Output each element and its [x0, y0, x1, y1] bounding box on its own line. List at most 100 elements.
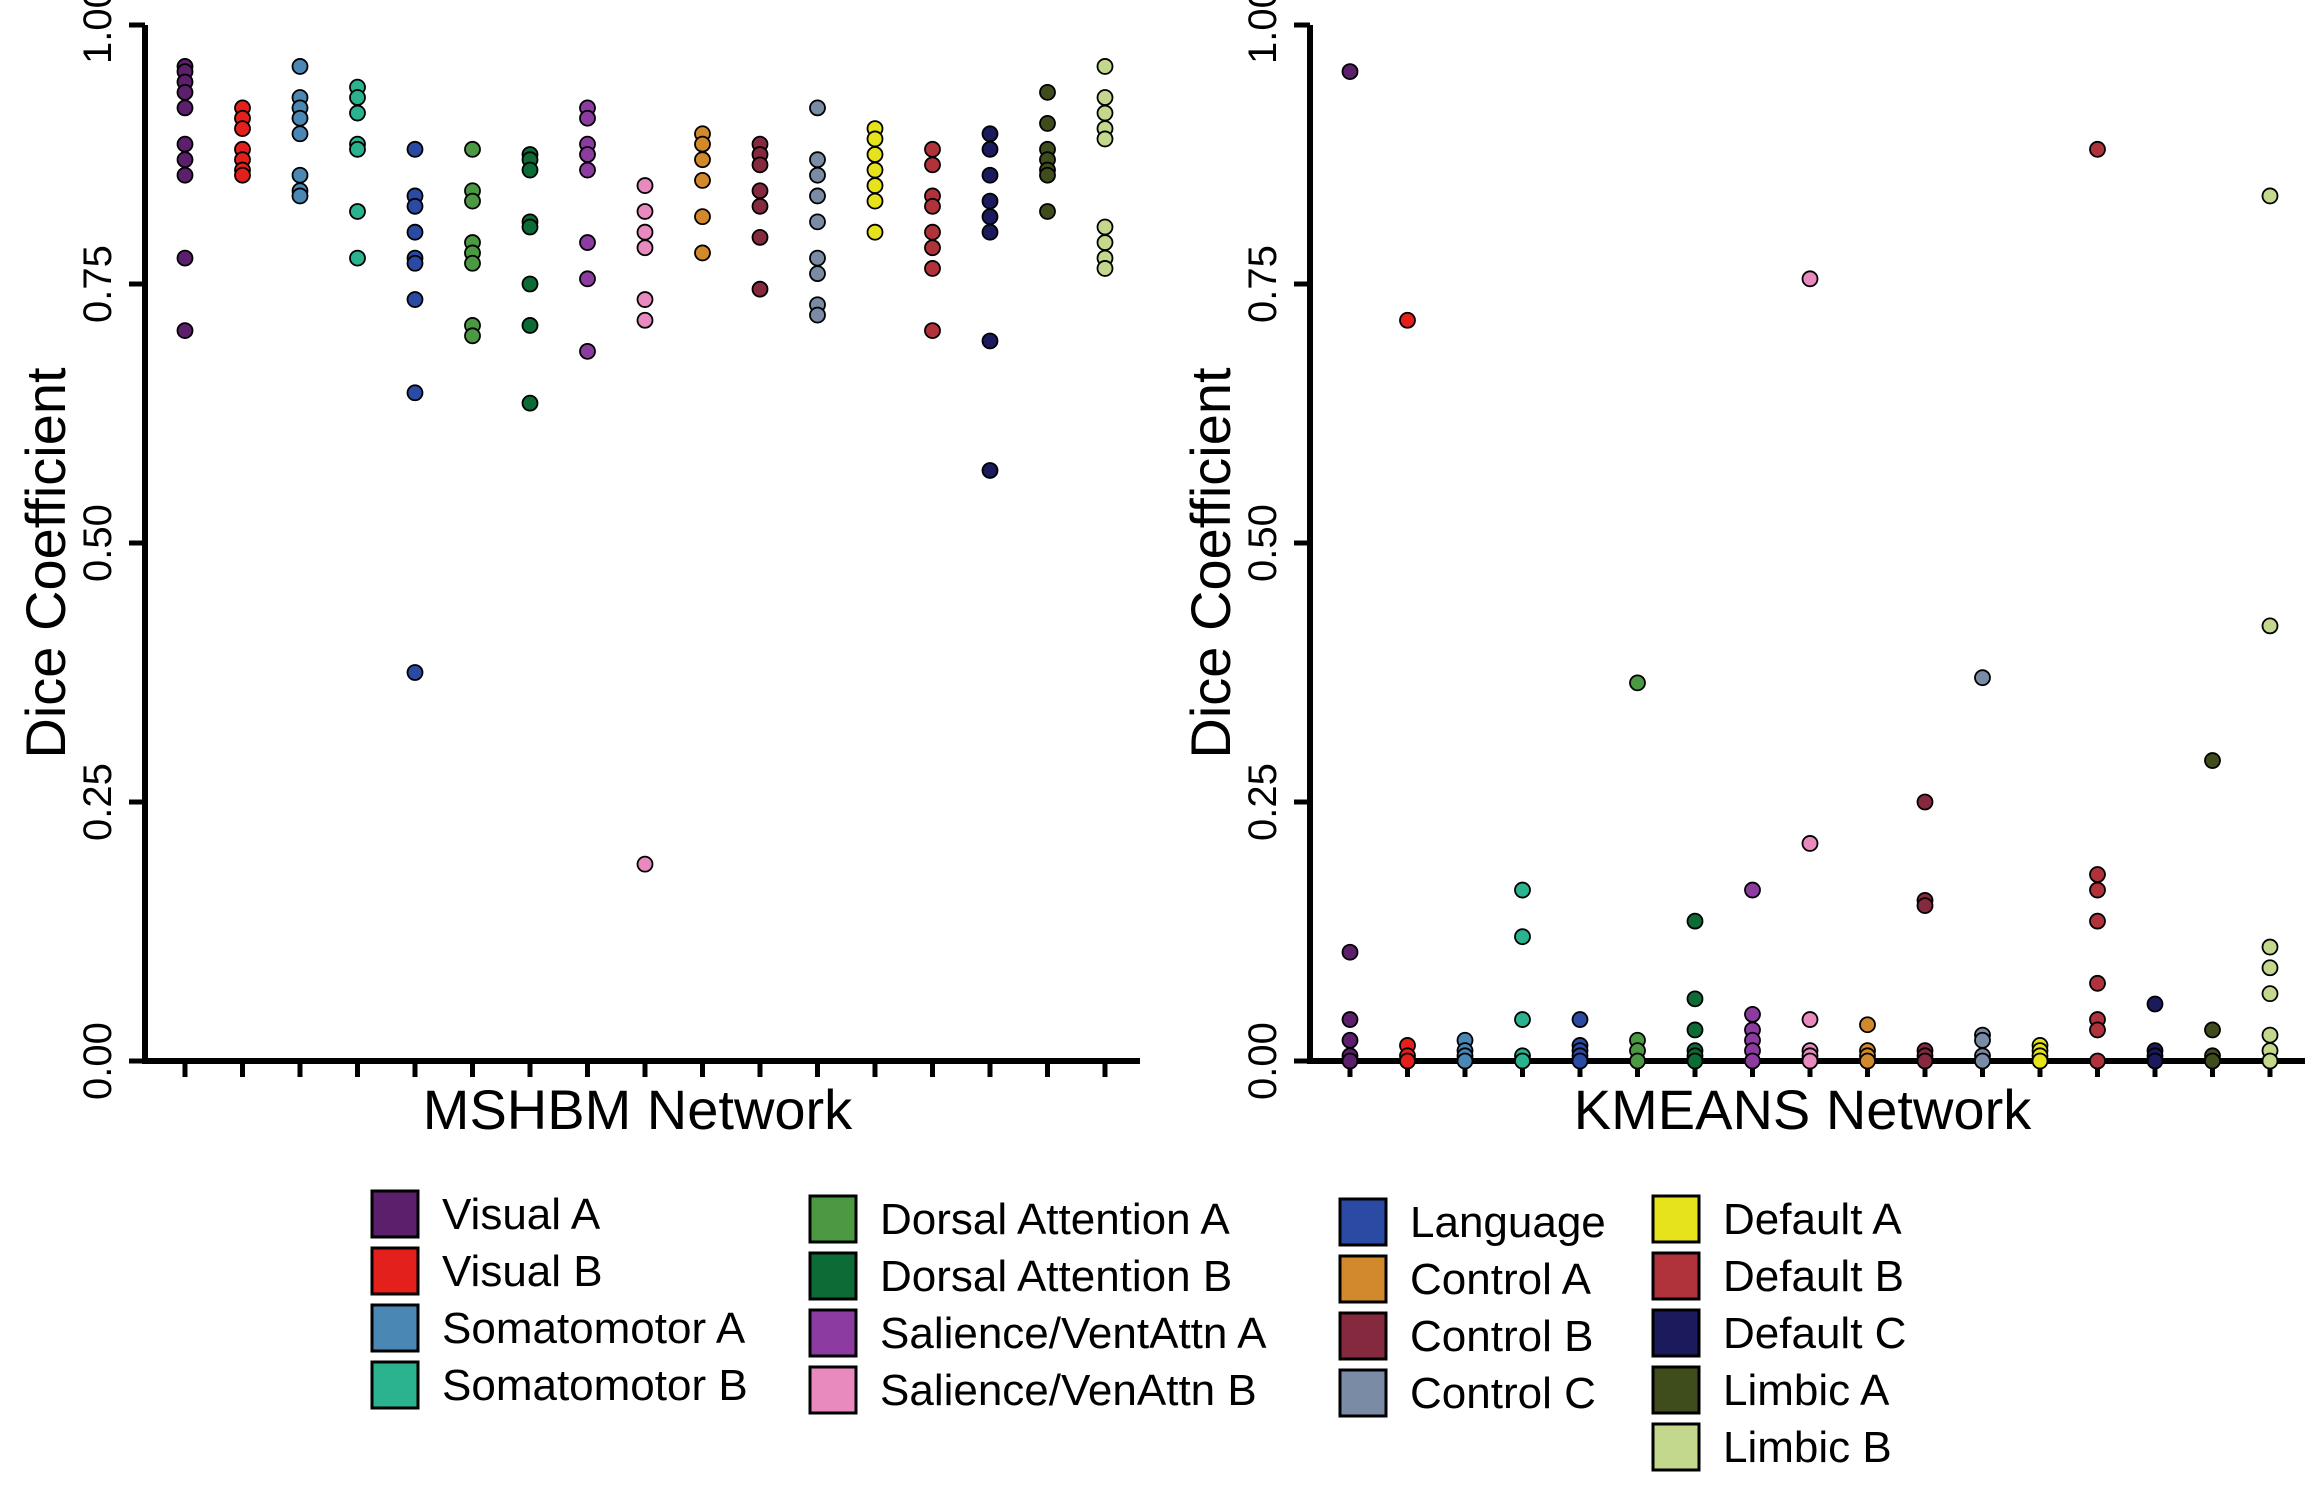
- legend-label: Somatomotor A: [442, 1304, 746, 1353]
- mshbm-point: [694, 208, 711, 226]
- mshbm-point: [291, 187, 309, 205]
- legend-swatch: [1651, 1365, 1701, 1415]
- kmeans-point: [1974, 669, 1991, 687]
- mshbm-point: [866, 223, 884, 241]
- legend-label: Dorsal Attention B: [880, 1252, 1232, 1301]
- kmeans-y-tick-label: 0.50: [1241, 504, 1285, 582]
- kmeans-point: [2089, 140, 2106, 158]
- mshbm-point: [579, 146, 596, 163]
- mshbm-point: [809, 265, 826, 283]
- mshbm-point: [176, 322, 194, 340]
- mshbm-point: [349, 104, 366, 122]
- mshbm-point: [866, 130, 884, 148]
- mshbm-point: [636, 311, 654, 329]
- legend-swatch: [808, 1365, 858, 1415]
- legend-swatch: [370, 1246, 420, 1296]
- mshbm-point: [234, 166, 251, 184]
- kmeans-point: [2089, 881, 2106, 899]
- mshbm-point: [636, 239, 654, 257]
- mshbm-point: [636, 291, 654, 308]
- mshbm-y-axis-title: Dice Coefficient: [14, 367, 77, 759]
- mshbm-point: [751, 280, 769, 298]
- kmeans-y-tick-label: 0.25: [1241, 763, 1285, 841]
- mshbm-point: [579, 342, 596, 360]
- kmeans-point: [2031, 1052, 2049, 1070]
- mshbm-point: [809, 306, 826, 324]
- kmeans-point: [1341, 63, 1359, 81]
- mshbm-point: [1039, 83, 1056, 101]
- mshbm-point: [981, 462, 999, 479]
- kmeans-point: [1974, 1031, 1991, 1049]
- kmeans-point: [2146, 995, 2164, 1013]
- mshbm-point: [1096, 234, 1114, 251]
- legend-swatch: [370, 1189, 420, 1239]
- kmeans-y-tick-label: 1.00: [1241, 0, 1285, 64]
- mshbm-point: [981, 192, 999, 210]
- legend-label: Language: [1410, 1198, 1606, 1247]
- mshbm-point: [809, 151, 826, 169]
- mshbm-point: [866, 146, 884, 163]
- mshbm-y-tick-label: 0.25: [76, 763, 120, 841]
- kmeans-point: [2261, 985, 2279, 1003]
- mshbm-point: [694, 135, 711, 153]
- kmeans-x-axis-title: KMEANS Network: [1574, 1078, 2032, 1141]
- kmeans-point: [1514, 928, 1531, 946]
- mshbm-point: [809, 166, 826, 184]
- kmeans-point: [1341, 943, 1359, 961]
- kmeans-point: [1859, 1052, 1876, 1070]
- kmeans-point: [1399, 1052, 1416, 1070]
- kmeans-y-tick-label: 0.00: [1241, 1022, 1285, 1100]
- mshbm-point: [464, 254, 481, 272]
- kmeans-point: [2204, 752, 2221, 769]
- mshbm-point: [176, 83, 194, 101]
- mshbm-point: [1039, 115, 1056, 132]
- mshbm-point: [291, 109, 309, 127]
- kmeans-point: [1744, 881, 1761, 899]
- mshbm-point: [694, 171, 711, 189]
- mshbm-point: [176, 151, 194, 169]
- kmeans-point: [1744, 1005, 1761, 1023]
- mshbm-point: [176, 135, 194, 153]
- kmeans-point: [1801, 835, 1819, 852]
- mshbm-point: [521, 275, 539, 293]
- kmeans-point: [1974, 1052, 1991, 1070]
- kmeans-y-axis-title: Dice Coefficient: [1179, 367, 1242, 759]
- mshbm-point: [1096, 260, 1114, 277]
- kmeans-point: [2089, 1052, 2106, 1070]
- kmeans-point: [1399, 311, 1416, 329]
- legend-label: Dorsal Attention A: [880, 1195, 1230, 1244]
- kmeans-point: [1341, 1011, 1359, 1028]
- mshbm-point: [924, 223, 941, 241]
- legend-label: Visual A: [442, 1190, 601, 1239]
- kmeans-point: [2089, 866, 2106, 883]
- mshbm-point: [291, 166, 309, 184]
- mshbm-point: [464, 140, 481, 158]
- kmeans-y-tick-label: 0.75: [1241, 245, 1285, 323]
- kmeans-point: [1859, 1016, 1876, 1034]
- legend-label: Control C: [1410, 1369, 1596, 1418]
- kmeans-point: [2261, 1026, 2279, 1044]
- mshbm-point: [636, 203, 654, 220]
- kmeans-point: [1514, 1052, 1531, 1070]
- kmeans-point: [1571, 1011, 1589, 1028]
- legend-label: Salience/VenAttn B: [880, 1366, 1257, 1415]
- kmeans-point: [2261, 938, 2279, 956]
- mshbm-point: [291, 125, 309, 143]
- mshbm-point: [234, 120, 251, 138]
- kmeans-point: [1801, 1011, 1819, 1028]
- kmeans-point: [1686, 1052, 1704, 1070]
- mshbm-point: [1039, 166, 1056, 184]
- kmeans-point: [2261, 187, 2279, 205]
- kmeans-point: [2261, 959, 2279, 977]
- kmeans-point: [1571, 1052, 1589, 1070]
- mshbm-point: [406, 223, 424, 241]
- mshbm-point: [176, 166, 194, 184]
- mshbm-point: [1096, 58, 1114, 75]
- kmeans-point: [2261, 617, 2279, 635]
- kmeans-point: [2089, 974, 2106, 992]
- legend: Visual A Visual B Somatomotor A Somatomotor…: [370, 1189, 1906, 1472]
- mshbm-y-tick-label: 0.00: [76, 1022, 120, 1100]
- kmeans-point: [2204, 1052, 2221, 1070]
- kmeans-point: [1916, 897, 1934, 914]
- mshbm-point: [866, 161, 884, 179]
